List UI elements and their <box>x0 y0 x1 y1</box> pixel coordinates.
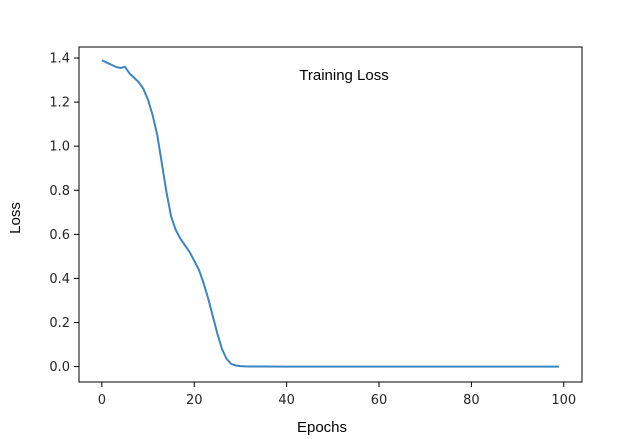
y-tick-label: 0.0 <box>49 360 70 375</box>
x-axis: 0 20 40 60 80 100 <box>98 382 576 408</box>
y-tick-label: 0.8 <box>49 184 70 199</box>
loss-series-line <box>101 59 560 368</box>
y-tick-label: 0.4 <box>49 272 70 287</box>
x-tick-label: 60 <box>371 393 388 408</box>
y-tick-label: 1.2 <box>49 96 70 111</box>
x-tick-label: 100 <box>551 393 576 408</box>
y-tick-label: 1.0 <box>49 140 70 155</box>
y-tick-label: 0.6 <box>49 228 70 243</box>
x-tick-label: 20 <box>186 393 203 408</box>
x-tick-label: 0 <box>98 393 106 408</box>
x-tick-label: 80 <box>463 393 480 408</box>
plot-frame <box>78 46 583 383</box>
y-axis-label: Loss <box>7 202 24 234</box>
x-axis-label: Epochs <box>297 419 347 436</box>
chart-title: Training Loss <box>299 67 389 84</box>
y-tick-label: 1.4 <box>49 52 70 67</box>
y-tick-label: 0.2 <box>49 316 70 331</box>
x-tick-label: 40 <box>278 393 295 408</box>
y-axis: 0.0 0.2 0.4 0.6 0.8 1.0 1.2 1.4 <box>49 52 79 375</box>
